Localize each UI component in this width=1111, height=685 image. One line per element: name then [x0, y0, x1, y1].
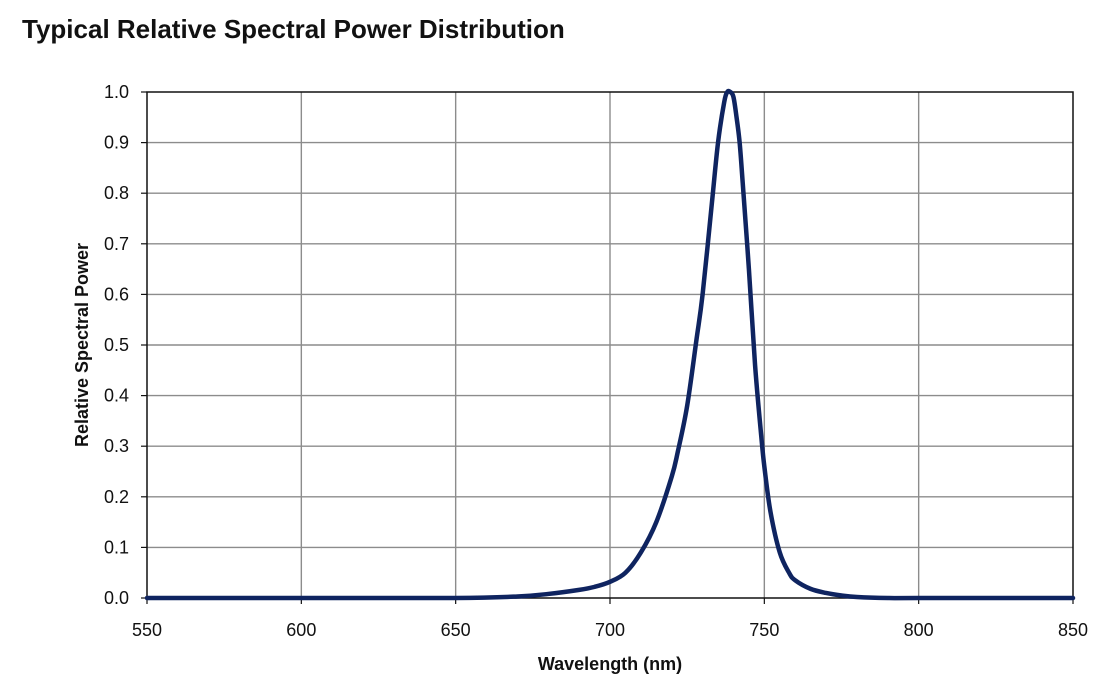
y-tick-label: 0.0 — [104, 588, 129, 608]
y-tick-label: 0.9 — [104, 133, 129, 153]
x-tick-label: 650 — [441, 620, 471, 640]
x-tick-label: 600 — [286, 620, 316, 640]
x-tick-label: 850 — [1058, 620, 1088, 640]
x-tick-label: 800 — [904, 620, 934, 640]
axis-ticks: 0.0 0.1 0.2 0.3 0.4 0.5 0.6 0.7 0.8 0.9 1.0 550 600 6… — [104, 82, 1088, 640]
y-tick-label: 0.6 — [104, 284, 129, 304]
x-tick-label: 750 — [749, 620, 779, 640]
x-axis-title: Wavelength (nm) — [538, 654, 682, 674]
y-axis-title: Relative Spectral Power — [72, 243, 92, 447]
chart-title: Typical Relative Spectral Power Distribu… — [22, 14, 565, 44]
series-line — [144, 88, 1076, 601]
x-tick-label: 700 — [595, 620, 625, 640]
y-tick-label: 0.2 — [104, 487, 129, 507]
grid-lines — [147, 92, 1073, 598]
y-tick-label: 0.4 — [104, 386, 129, 406]
y-tick-label: 0.3 — [104, 436, 129, 456]
y-tick-label: 0.1 — [104, 537, 129, 557]
y-tick-label: 0.8 — [104, 183, 129, 203]
y-tick-label: 1.0 — [104, 82, 129, 102]
y-tick-label: 0.7 — [104, 234, 129, 254]
x-tick-label: 550 — [132, 620, 162, 640]
y-tick-label: 0.5 — [104, 335, 129, 355]
